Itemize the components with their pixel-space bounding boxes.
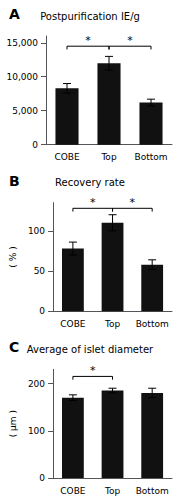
svg-text:*: * <box>90 196 96 209</box>
svg-text:A: A <box>9 6 20 22</box>
svg-text:0: 0 <box>32 140 38 150</box>
svg-text:200: 200 <box>28 379 45 389</box>
svg-text:15,000: 15,000 <box>7 38 39 48</box>
svg-text:B: B <box>9 173 20 189</box>
svg-text:0: 0 <box>39 306 45 316</box>
svg-text:50: 50 <box>34 266 46 276</box>
svg-text:Postpurification IE/g: Postpurification IE/g <box>40 11 140 22</box>
svg-text:Bottom: Bottom <box>136 486 169 496</box>
svg-text:*: * <box>85 34 91 47</box>
svg-text:COBE: COBE <box>60 486 86 496</box>
svg-text:Bottom: Bottom <box>136 319 169 329</box>
svg-text:( % ): ( % ) <box>8 246 18 267</box>
svg-text:*: * <box>127 34 133 47</box>
svg-text:5,000: 5,000 <box>12 106 38 116</box>
svg-text:100: 100 <box>28 226 45 236</box>
svg-text:COBE: COBE <box>60 319 86 329</box>
svg-text:( μm ): ( μm ) <box>8 410 18 437</box>
svg-text:Top: Top <box>100 152 116 162</box>
svg-text:Top: Top <box>104 319 120 329</box>
svg-text:100: 100 <box>28 426 45 436</box>
svg-text:10,000: 10,000 <box>7 72 39 82</box>
svg-text:Bottom: Bottom <box>134 152 167 162</box>
svg-text:*: * <box>90 364 96 377</box>
svg-text:Recovery rate: Recovery rate <box>55 177 125 188</box>
svg-text:COBE: COBE <box>54 152 80 162</box>
svg-text:Average of islet diameter: Average of islet diameter <box>27 344 154 355</box>
svg-text:C: C <box>9 339 19 355</box>
svg-text:Top: Top <box>104 486 120 496</box>
svg-text:0: 0 <box>39 473 45 483</box>
svg-text:*: * <box>130 196 136 209</box>
